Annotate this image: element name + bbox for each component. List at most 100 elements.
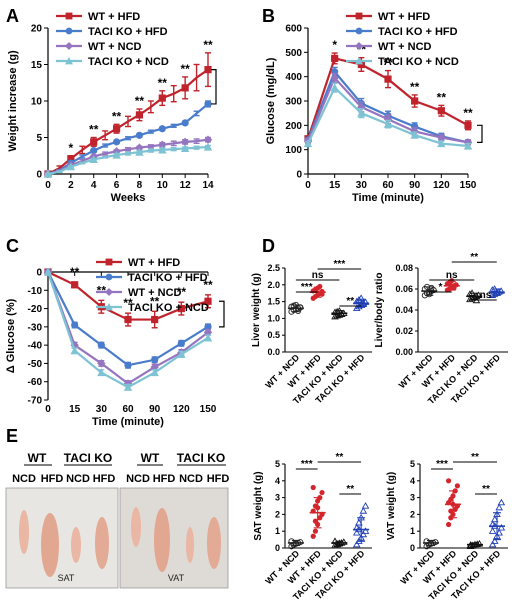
comparison-label: *** <box>301 459 313 470</box>
data-point <box>180 144 190 153</box>
x-tick-label: 150 <box>200 404 217 415</box>
group-taci-ko-hfd <box>488 285 505 298</box>
data-point <box>97 368 106 377</box>
data-point <box>158 94 166 102</box>
comparison-label: ** <box>482 484 490 495</box>
data-point <box>359 507 368 514</box>
y-tick-label: 500 <box>285 48 302 59</box>
x-tick-label: 60 <box>122 404 134 415</box>
data-point <box>352 528 361 536</box>
series-taci-ko-ncd <box>43 267 213 391</box>
data-point <box>469 542 477 549</box>
x-tick-label: 15 <box>69 404 81 415</box>
data-point <box>297 539 304 546</box>
y-axis-label: Weight increase (g) <box>7 50 19 152</box>
data-point <box>488 527 497 534</box>
data-point <box>65 57 73 65</box>
significance-label: ** <box>383 56 393 70</box>
data-point <box>437 133 446 142</box>
significance-label: ** <box>357 43 367 57</box>
y-tick-label: 5 <box>36 133 42 144</box>
data-point <box>158 140 167 149</box>
y-tick-label: -60 <box>28 377 43 388</box>
group-wt-hfd <box>443 278 460 293</box>
data-point <box>331 54 339 63</box>
data-point <box>67 155 75 163</box>
y-axis-label: Liver weight (g) <box>251 273 262 347</box>
significance-label: ** <box>135 94 145 108</box>
x-tick-label: 30 <box>96 404 108 415</box>
significance-label: ** <box>150 294 160 308</box>
x-tick-label: 90 <box>409 180 421 191</box>
data-point <box>151 356 159 364</box>
comparison-label: *** <box>334 259 346 270</box>
data-point <box>330 73 339 83</box>
x-tick-label: 4 <box>91 180 97 191</box>
vat-caption: VAT <box>168 573 185 583</box>
y-tick-label: -20 <box>28 304 43 315</box>
y-tick-label: 300 <box>285 97 302 108</box>
photo-col-hfd-4: HFD <box>207 473 230 485</box>
x-tick-label: 10 <box>157 180 169 191</box>
data-point <box>135 147 144 156</box>
y-tick-label: 1 <box>410 526 415 536</box>
glucose-chart: 0 100 200 300 400 500 600 0 15 30 60 90 120 150 Time (… <box>265 11 483 204</box>
significance-bracket <box>477 124 483 143</box>
y-tick-label: 0.08 <box>395 263 413 273</box>
data-point <box>474 291 483 298</box>
data-point <box>90 138 98 146</box>
data-point <box>312 518 319 524</box>
significance-label: ** <box>158 76 168 90</box>
x-tick-label: 6 <box>114 180 120 191</box>
data-point <box>497 287 505 294</box>
group-taci-ko-hfd <box>352 502 370 548</box>
data-point <box>105 258 113 266</box>
comparison-label: ** <box>470 252 478 263</box>
legend: WT + HFD TACI KO + HFD WT + NCD TACI KO + N… <box>96 257 209 314</box>
x-axis-label: Time (minute) <box>352 192 424 204</box>
significance-label: ** <box>123 296 133 310</box>
data-point <box>357 60 365 69</box>
data-point <box>97 341 105 349</box>
y-tick-label: 2.0 <box>267 280 280 290</box>
data-point <box>204 100 212 108</box>
x-tick-label: 60 <box>382 180 394 191</box>
data-point <box>135 131 144 139</box>
group-taci-ko-ncd <box>331 307 348 320</box>
significance-label: ** <box>177 285 187 299</box>
x-tick-label: 0 <box>45 404 51 415</box>
significance-bracket <box>219 300 225 328</box>
data-point <box>437 107 445 115</box>
y-tick-label: 1.5 <box>267 297 280 307</box>
panel-label-e: E <box>6 426 18 446</box>
tissue-sample <box>186 527 194 563</box>
legend-label: WT + NCD <box>88 41 142 53</box>
data-point <box>331 308 339 316</box>
significance-label: ** <box>437 90 447 104</box>
y-tick-label: 2 <box>410 509 415 519</box>
y-tick-label: 2 <box>275 509 280 519</box>
legend-label: TACI KO + NCD <box>378 56 459 68</box>
y-tick-label: -10 <box>28 286 43 297</box>
data-point <box>43 169 53 178</box>
photo-header-wt-right: WT <box>141 451 160 465</box>
data-point <box>361 502 370 509</box>
data-point <box>203 333 213 342</box>
data-point <box>355 518 363 526</box>
photo-col-ncd-4: NCD <box>179 473 203 485</box>
y-tick-label: 3 <box>410 493 415 503</box>
comparison-label: ns <box>312 270 324 281</box>
data-point <box>158 125 166 133</box>
data-point <box>124 315 132 324</box>
x-axis-label: Weeks <box>111 192 146 204</box>
legend-label: TACI KO + HFD <box>378 26 458 38</box>
y-tick-label: 0.02 <box>395 326 413 336</box>
significance-label: * <box>332 38 337 52</box>
data-point <box>495 503 503 511</box>
data-point <box>151 315 159 324</box>
photo-col-ncd-1: NCD <box>12 473 36 485</box>
data-point <box>66 162 76 171</box>
data-point <box>333 540 341 547</box>
significance-label: ** <box>70 265 80 279</box>
